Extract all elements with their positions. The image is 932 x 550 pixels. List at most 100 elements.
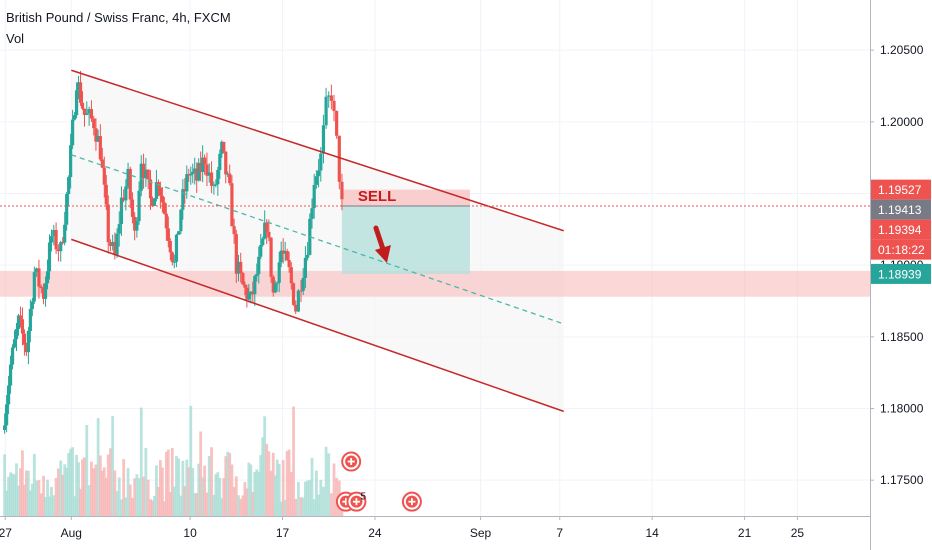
time-tick-label: 24 <box>368 526 382 540</box>
volume-bar <box>281 460 285 516</box>
volume-bar <box>109 448 112 516</box>
candle-body <box>6 385 11 405</box>
volume-bar <box>216 472 220 516</box>
candle-body <box>205 164 209 176</box>
candle-body <box>199 162 203 173</box>
volume-bar <box>247 462 251 516</box>
candle-body <box>303 257 308 279</box>
candle-body <box>111 241 115 246</box>
volume-bar <box>50 486 53 516</box>
candle-body <box>63 224 67 243</box>
candle-body <box>340 181 344 200</box>
volume-bar <box>146 479 150 516</box>
candle-body <box>12 339 17 348</box>
volume-bar <box>249 464 253 516</box>
candle-body <box>94 128 98 142</box>
event-marker[interactable] <box>341 451 362 472</box>
candle-body <box>191 171 195 174</box>
candle-body <box>49 236 54 243</box>
volume-bar <box>312 499 316 516</box>
candle-body <box>279 250 283 263</box>
candle-body <box>177 231 181 235</box>
price-tag-label: 1.18939 <box>878 267 922 281</box>
volume-bar <box>79 488 82 516</box>
volume-bar <box>13 474 16 516</box>
volume-bar <box>35 480 39 516</box>
price-tag: 1.19527 <box>871 179 931 200</box>
volume-bar <box>207 455 211 516</box>
candle-body <box>43 283 48 299</box>
candle-body <box>263 222 267 239</box>
volume-bar <box>306 480 310 516</box>
volume-bar <box>39 493 43 516</box>
candle-body <box>26 330 30 353</box>
candle-body <box>168 240 172 253</box>
candle-body <box>247 294 251 300</box>
volume-bar <box>226 451 230 516</box>
volume-bar <box>255 469 259 516</box>
price-tag-label: 1.19413 <box>878 203 922 217</box>
candle-body <box>327 95 331 97</box>
support-zone <box>0 270 870 297</box>
volume-bar <box>263 416 267 516</box>
volume-bar <box>61 474 65 516</box>
price-tick-label: 1.20000 <box>880 115 924 129</box>
target-zone <box>341 205 470 274</box>
event-marker[interactable] <box>401 491 422 512</box>
volume-bar <box>179 495 183 516</box>
volume-bar <box>159 460 162 516</box>
volume-bar <box>117 477 121 516</box>
time-tick-label: 17 <box>276 526 290 540</box>
volume-bar <box>19 468 22 516</box>
event-marker[interactable]: 5 <box>346 491 367 512</box>
candle-body <box>329 95 333 101</box>
time-tick-label: Aug <box>61 526 82 540</box>
volume-bar <box>32 453 36 516</box>
candle-body <box>218 153 222 170</box>
volume-bar <box>81 459 84 516</box>
volume-bar <box>48 496 51 516</box>
candle-body <box>92 118 96 129</box>
candle-body <box>259 245 263 257</box>
volume-bar <box>113 470 117 516</box>
candle-body <box>133 216 137 231</box>
time-tick-label: 14 <box>645 526 659 540</box>
event-markers[interactable]: 25 <box>335 451 422 512</box>
volume-bar <box>279 501 283 516</box>
stop-zone <box>341 189 470 206</box>
candle-body <box>16 315 21 330</box>
candle-body <box>324 96 328 126</box>
volume-bar <box>265 443 269 516</box>
volume-bar <box>292 406 295 516</box>
candle-body <box>310 208 314 219</box>
candle-body <box>160 195 164 203</box>
candle-body <box>104 184 108 205</box>
candle-body <box>115 233 119 256</box>
volume-bar <box>177 458 181 516</box>
volume-bar <box>144 448 148 516</box>
candle-body <box>113 241 117 256</box>
candle-body <box>5 404 9 426</box>
volume-bar <box>63 464 67 516</box>
volume-bar <box>189 405 193 516</box>
candle-body <box>261 238 265 246</box>
candle-body <box>181 189 185 210</box>
volume-bar <box>181 460 185 516</box>
volume-bar <box>205 492 209 516</box>
volume-bar <box>37 480 41 516</box>
volume-bar <box>243 482 247 516</box>
candle-body <box>283 250 287 254</box>
candle-body <box>285 250 289 261</box>
candle-body <box>82 108 87 115</box>
volume-bar <box>25 470 28 516</box>
candle-body <box>3 425 7 430</box>
volume-bar <box>218 478 222 516</box>
volume-bar <box>308 480 312 516</box>
time-tick-label: Sep <box>470 526 492 540</box>
candle-body <box>72 115 77 120</box>
price-tag-label: 1.19394 <box>878 223 922 237</box>
candle-body <box>78 82 83 103</box>
